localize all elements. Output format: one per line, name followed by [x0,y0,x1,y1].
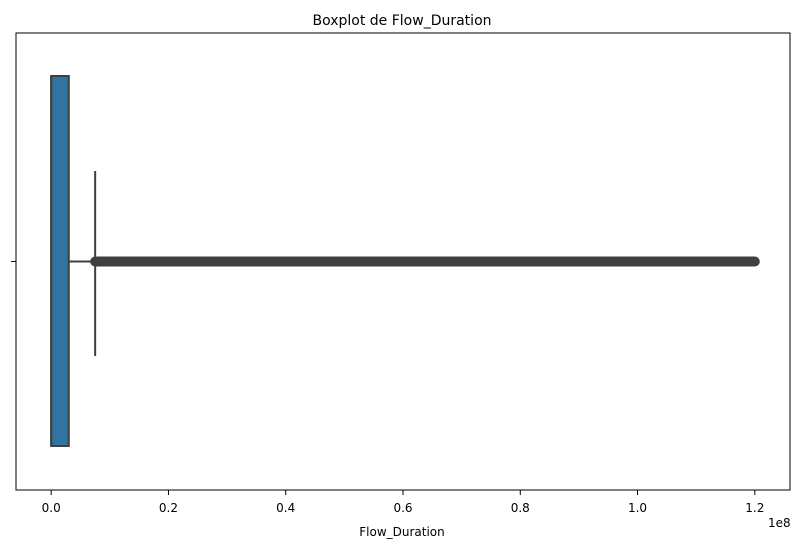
x-tick-label-0: 0.0 [42,501,61,515]
x-tick-label-1: 0.2 [159,501,178,515]
x-tick-label-2: 0.4 [276,501,295,515]
chart-title: Boxplot de Flow_Duration [312,13,491,29]
x-tick-label-3: 0.6 [393,501,412,515]
x-axis-label: Flow_Duration [359,525,445,539]
x-axis-offset-label: 1e8 [768,516,791,530]
x-tick-label-4: 0.8 [511,501,530,515]
box-iqr [50,75,70,447]
x-axis: 0.0 0.2 0.4 0.6 0.8 1.0 1.2 [42,490,764,515]
boxplot-series [50,75,760,447]
x-tick-label-5: 1.0 [628,501,647,515]
x-tick-label-6: 1.2 [745,501,764,515]
